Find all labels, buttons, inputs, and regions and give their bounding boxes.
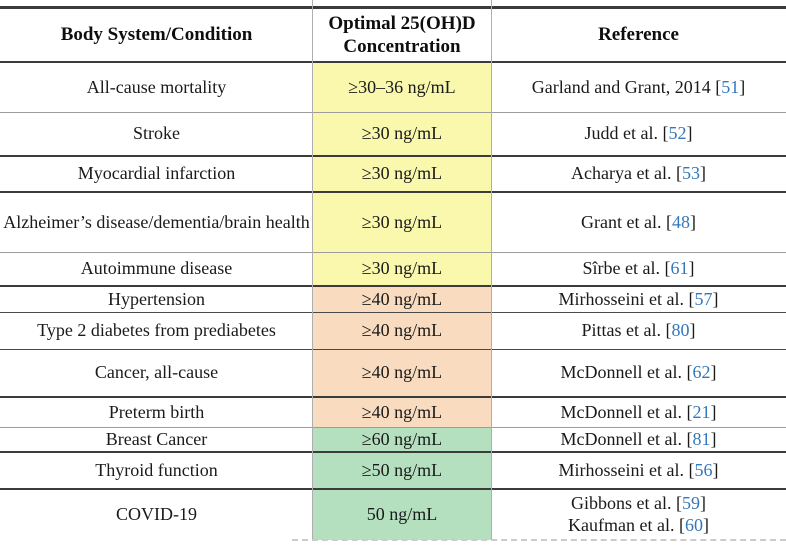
citation-link[interactable]: 53 [681, 163, 700, 184]
reference-text: Judd et al. [52] [584, 123, 693, 144]
header-cell-optimal-concentration: Optimal 25(OH)D Concentration [328, 12, 476, 57]
value-cell: ≥30 ng/mL [313, 157, 491, 191]
table-row: Breast Cancer ≥60 ng/mL McDonnell et al. [… [0, 428, 786, 453]
citation-link[interactable]: 81 [692, 428, 711, 449]
reference-cell: Judd et al. [52] [491, 113, 786, 155]
value-cell: ≥60 ng/mL [313, 428, 491, 451]
reference-cell: Pittas et al. [80] [491, 313, 786, 349]
reference-text: Garland and Grant, 2014 [51] [531, 76, 746, 97]
table-row: Hypertension ≥40 ng/mL Mirhosseini et al. … [0, 287, 786, 313]
value-cell: ≥40 ng/mL [313, 398, 491, 427]
value-cell: ≥30 ng/mL [313, 193, 491, 252]
condition-cell: Autoimmune disease [80, 258, 233, 279]
table-row: COVID-19 50 ng/mL Gibbons et al. [59] Kaufm… [0, 490, 786, 540]
reference-text: Sîrbe et al. [61] [582, 258, 695, 279]
value-cell: ≥50 ng/mL [313, 453, 491, 488]
citation-link[interactable]: 56 [694, 459, 713, 480]
reference-text: Mirhosseini et al. [57] [558, 288, 719, 309]
reference-cell: Mirhosseini et al. [57] [491, 287, 786, 312]
reference-cell: McDonnell et al. [21] [491, 398, 786, 427]
value-cell: 50 ng/mL [313, 490, 491, 540]
reference-cell: Garland and Grant, 2014 [51] [491, 63, 786, 112]
citation-link[interactable]: 60 [684, 515, 703, 535]
reference-cell: McDonnell et al. [81] [491, 428, 786, 451]
value-cell: ≥30–36 ng/mL [313, 63, 491, 112]
condition-cell: Hypertension [108, 288, 205, 309]
citation-link[interactable]: 48 [671, 211, 690, 232]
reference-text: McDonnell et al. [81] [560, 428, 717, 449]
condition-cell: COVID-19 [116, 504, 197, 525]
value-cell: ≥40 ng/mL [313, 313, 491, 349]
condition-cell: Preterm birth [108, 401, 205, 422]
condition-cell: Myocardial infarction [77, 163, 236, 184]
column-divider-right [491, 0, 492, 540]
table-body: All-cause mortality ≥30–36 ng/mL Garland a… [0, 63, 786, 540]
table-row: Preterm birth ≥40 ng/mL McDonnell et al. [… [0, 398, 786, 428]
header-cell-reference: Reference [598, 24, 679, 46]
table-row: Stroke ≥30 ng/mL Judd et al. [52] [0, 113, 786, 157]
table-header-row: Body System/Condition Optimal 25(OH)D Co… [0, 6, 786, 63]
table-row: All-cause mortality ≥30–36 ng/mL Garland a… [0, 63, 786, 113]
column-divider-left [312, 0, 313, 540]
table-row: Autoimmune disease ≥30 ng/mL Sîrbe et al. … [0, 253, 786, 287]
cutoff-dashed-line [292, 539, 786, 541]
table-row: Alzheimer’s disease/dementia/brain healt… [0, 193, 786, 253]
condition-cell: Cancer, all-cause [94, 362, 219, 383]
condition-cell: Type 2 diabetes from prediabetes [37, 320, 276, 341]
citation-link[interactable]: 61 [670, 258, 689, 279]
citation-link[interactable]: 52 [668, 123, 687, 144]
condition-cell: Stroke [133, 123, 180, 144]
citation-link[interactable]: 62 [692, 362, 711, 383]
reference-text: Grant et al. [48] [581, 211, 696, 232]
value-cell: ≥40 ng/mL [313, 350, 491, 396]
reference-cell: Sîrbe et al. [61] [491, 253, 786, 285]
condition-cell: Alzheimer’s disease/dementia/brain healt… [3, 211, 310, 232]
reference-cell: Grant et al. [48] [491, 193, 786, 252]
table-row: Myocardial infarction ≥30 ng/mL Acharya et… [0, 157, 786, 193]
condition-cell: All-cause mortality [86, 76, 227, 97]
citation-link[interactable]: 21 [692, 401, 711, 422]
reference-text: Pittas et al. [80] [581, 320, 696, 341]
value-cell: ≥30 ng/mL [313, 113, 491, 155]
reference-cell: Acharya et al. [53] [491, 157, 786, 191]
condition-cell: Breast Cancer [105, 428, 208, 449]
header-cell-body-system: Body System/Condition [60, 24, 253, 46]
reference-text: McDonnell et al. [21] [560, 401, 717, 422]
reference-text: Gibbons et al. [59] [571, 493, 706, 514]
reference-cell: McDonnell et al. [62] [491, 350, 786, 396]
citation-link[interactable]: 51 [721, 76, 740, 97]
citation-link[interactable]: 80 [671, 320, 690, 341]
reference-text: Kaufman et al. [60] [568, 515, 709, 535]
reference-text: Acharya et al. [53] [571, 163, 706, 184]
table-row: Type 2 diabetes from prediabetes ≥40 ng/m… [0, 313, 786, 350]
table-row: Thyroid function ≥50 ng/mL Mirhosseini et … [0, 453, 786, 490]
value-cell: ≥40 ng/mL [313, 287, 491, 312]
table-row: Cancer, all-cause ≥40 ng/mL McDonnell et a… [0, 350, 786, 398]
value-cell: ≥30 ng/mL [313, 253, 491, 285]
reference-cell: Mirhosseini et al. [56] [491, 453, 786, 488]
citation-link[interactable]: 59 [681, 493, 700, 514]
reference-text: McDonnell et al. [62] [560, 362, 717, 383]
citation-link[interactable]: 57 [694, 288, 713, 309]
reference-cell: Gibbons et al. [59] Kaufman et al. [60] [491, 490, 786, 540]
reference-text: Mirhosseini et al. [56] [558, 459, 719, 480]
condition-cell: Thyroid function [95, 459, 218, 480]
